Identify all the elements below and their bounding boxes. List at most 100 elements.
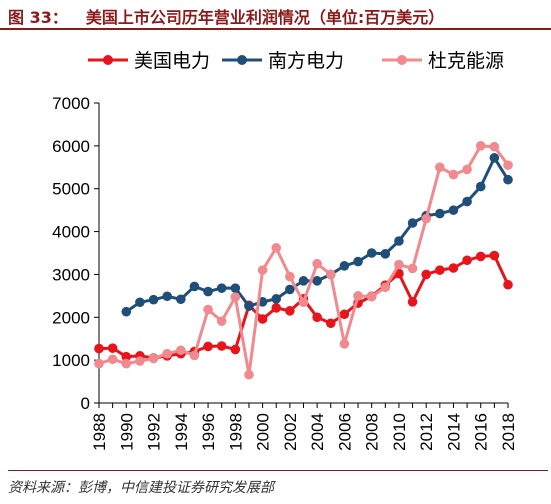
data-point — [462, 255, 472, 266]
legend-label: 杜克能源 — [428, 50, 504, 72]
y-tick-label: 4000 — [52, 223, 90, 242]
legend-label: 南方电力 — [268, 50, 344, 72]
data-point — [448, 263, 459, 273]
data-point — [121, 358, 132, 369]
data-point — [257, 265, 268, 275]
plot-area — [94, 141, 513, 380]
chart-legend: 美国电力 南方电力 杜克能源 — [88, 50, 504, 72]
data-point — [435, 265, 445, 275]
x-tick-label: 2012 — [417, 413, 436, 451]
data-point — [230, 344, 241, 355]
y-tick-label: 7000 — [52, 94, 90, 113]
x-tick-label: 2010 — [390, 413, 409, 451]
figure-title-bar: 图 33： 美国上市公司历年营业利润情况（单位:百万美元） — [0, 0, 551, 30]
data-point — [421, 213, 432, 224]
data-point — [489, 153, 500, 163]
data-point — [503, 279, 513, 290]
data-point — [421, 269, 432, 280]
data-point — [189, 350, 200, 361]
x-tick-label: 2006 — [335, 413, 354, 451]
data-point — [380, 249, 391, 259]
y-tick-label: 2000 — [52, 308, 90, 327]
data-point — [448, 169, 459, 180]
data-point — [148, 294, 159, 305]
data-point — [271, 294, 282, 304]
data-point — [121, 351, 132, 362]
legend-label: 美国电力 — [134, 50, 210, 72]
data-point — [162, 348, 172, 359]
data-point — [285, 306, 295, 316]
data-point — [394, 236, 404, 246]
data-point — [271, 303, 282, 313]
data-point — [475, 141, 486, 151]
legend-item: 南方电力 — [222, 50, 344, 72]
data-point — [366, 248, 377, 258]
data-point — [298, 276, 309, 286]
data-point — [148, 353, 159, 364]
data-point — [366, 291, 377, 302]
data-point — [407, 263, 418, 274]
line-chart: 美国电力 南方电力 杜克能源 0 1000 2000 3000 4000 5000 6000 70… — [52, 50, 518, 451]
x-tick-label: 1990 — [117, 413, 136, 451]
data-point — [216, 316, 227, 326]
data-point — [94, 343, 104, 354]
data-point — [176, 345, 186, 356]
data-point — [298, 297, 309, 308]
series-line — [125, 156, 510, 313]
data-point — [107, 354, 118, 365]
data-point — [407, 297, 418, 307]
data-point — [435, 162, 445, 173]
figure-number: 图 33： — [8, 8, 68, 27]
data-point — [271, 243, 282, 253]
y-axis: 0 1000 2000 3000 4000 5000 6000 7000 — [52, 94, 100, 413]
x-tick-label: 2016 — [472, 413, 491, 451]
data-point — [394, 259, 404, 270]
y-tick-label: 6000 — [52, 137, 90, 156]
x-tick-label: 1998 — [226, 413, 245, 451]
legend-item: 杜克能源 — [382, 50, 504, 72]
data-point — [353, 291, 363, 301]
data-point — [162, 291, 172, 302]
data-point — [216, 283, 227, 293]
data-point — [312, 258, 322, 269]
data-point — [176, 294, 186, 305]
x-tick-label: 1992 — [145, 413, 164, 451]
data-point — [189, 281, 200, 292]
legend-swatch-marker — [237, 55, 247, 65]
data-point — [475, 181, 486, 192]
figure-title: 美国上市公司历年营业利润情况（单位:百万美元） — [85, 8, 445, 27]
legend-swatch-marker — [103, 55, 113, 65]
data-point — [475, 251, 486, 262]
legend-item: 美国电力 — [88, 50, 210, 72]
data-point — [230, 283, 241, 293]
data-point — [325, 318, 336, 329]
data-point — [135, 297, 145, 308]
data-point — [203, 304, 213, 315]
data-point — [339, 339, 350, 349]
data-point — [407, 218, 418, 228]
data-point — [216, 341, 227, 351]
x-tick-label: 2014 — [444, 413, 463, 451]
data-point — [285, 284, 295, 295]
source-note: 资料来源：彭博，中信建投证券研究发展部 — [8, 470, 548, 497]
data-point — [448, 205, 459, 215]
data-point — [135, 356, 145, 366]
data-point — [462, 196, 472, 207]
x-axis: 1988 1990 1992 1994 1996 1998 2000 2002 2004 2006… — [90, 402, 518, 451]
y-tick-label: 3000 — [52, 265, 90, 284]
data-point — [285, 271, 295, 282]
data-point — [339, 309, 350, 320]
data-point — [244, 369, 254, 380]
data-point — [203, 341, 213, 352]
y-tick-label: 0 — [81, 394, 90, 413]
y-tick-label: 5000 — [52, 180, 90, 199]
data-point — [94, 358, 104, 369]
x-tick-label: 2018 — [499, 413, 518, 451]
data-point — [503, 174, 513, 185]
data-point — [339, 261, 350, 271]
x-tick-label: 2008 — [363, 413, 382, 451]
data-point — [489, 141, 500, 152]
data-point — [312, 276, 322, 286]
data-point — [380, 282, 391, 293]
data-point — [203, 286, 213, 297]
